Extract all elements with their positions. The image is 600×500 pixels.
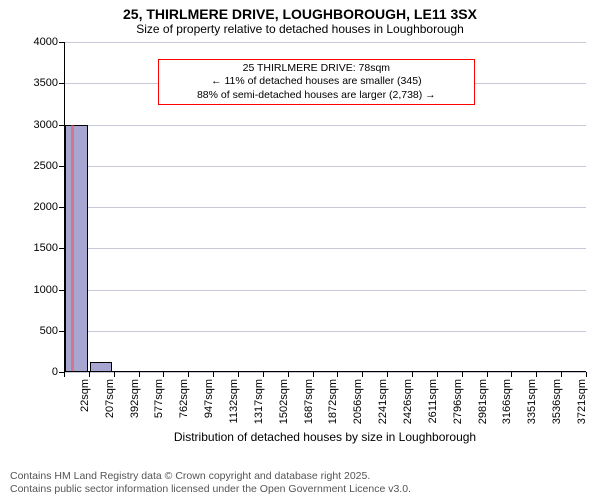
y-tick-label: 500: [40, 325, 58, 337]
x-tick-label: 2796sqm: [452, 379, 464, 424]
x-tick-mark: [139, 372, 140, 377]
y-tick-label: 2000: [34, 201, 58, 213]
y-tick-label: 4000: [34, 36, 58, 48]
x-tick-mark: [561, 372, 562, 377]
x-tick-mark: [89, 372, 90, 377]
x-tick-mark: [288, 372, 289, 377]
x-tick-mark: [163, 372, 164, 377]
x-tick-label: 3536sqm: [551, 379, 563, 424]
y-tick-label: 1000: [34, 284, 58, 296]
x-tick-mark: [263, 372, 264, 377]
x-tick-label: 947sqm: [203, 379, 215, 418]
annotation-line: ← 11% of detached houses are smaller (34…: [165, 75, 468, 89]
gridline: [64, 372, 586, 373]
x-tick-mark: [114, 372, 115, 377]
x-tick-mark: [511, 372, 512, 377]
x-tick-label: 3351sqm: [526, 379, 538, 424]
x-tick-label: 22sqm: [79, 379, 91, 412]
x-tick-mark: [412, 372, 413, 377]
x-tick-mark: [313, 372, 314, 377]
x-tick-label: 392sqm: [129, 379, 141, 418]
x-tick-mark: [188, 372, 189, 377]
y-tick-label: 2500: [34, 160, 58, 172]
annotation-layer: 25 THIRLMERE DRIVE: 78sqm← 11% of detach…: [64, 42, 586, 372]
x-tick-label: 2056sqm: [352, 379, 364, 424]
x-tick-mark: [337, 372, 338, 377]
x-tick-mark: [362, 372, 363, 377]
y-tick-label: 0: [52, 366, 58, 378]
x-tick-label: 1872sqm: [327, 379, 339, 424]
plot-area: 0500100015002000250030003500400022sqm207…: [64, 42, 586, 372]
x-tick-label: 207sqm: [104, 379, 116, 418]
attribution-line: Contains public sector information licen…: [10, 483, 411, 496]
annotation-line: 88% of semi-detached houses are larger (…: [165, 89, 468, 103]
y-tick-label: 1500: [34, 242, 58, 254]
x-tick-mark: [462, 372, 463, 377]
x-tick-label: 1502sqm: [278, 379, 290, 424]
x-tick-label: 2611sqm: [427, 379, 439, 423]
annotation-box: 25 THIRLMERE DRIVE: 78sqm← 11% of detach…: [158, 59, 475, 106]
chart-title: 25, THIRLMERE DRIVE, LOUGHBOROUGH, LE11 …: [0, 0, 600, 22]
x-tick-label: 3721sqm: [576, 379, 588, 424]
attribution-line: Contains HM Land Registry data © Crown c…: [10, 470, 411, 483]
x-tick-label: 762sqm: [178, 379, 190, 418]
x-tick-mark: [213, 372, 214, 377]
x-tick-mark: [387, 372, 388, 377]
x-tick-label: 1687sqm: [303, 379, 315, 424]
x-tick-label: 1317sqm: [253, 379, 265, 424]
x-tick-label: 2241sqm: [377, 379, 389, 424]
y-tick-label: 3000: [34, 119, 58, 131]
x-tick-mark: [487, 372, 488, 377]
x-tick-label: 3166sqm: [501, 379, 513, 424]
attribution-text: Contains HM Land Registry data © Crown c…: [10, 470, 411, 496]
x-tick-mark: [586, 372, 587, 377]
annotation-line: 25 THIRLMERE DRIVE: 78sqm: [165, 62, 468, 76]
x-tick-mark: [536, 372, 537, 377]
x-tick-mark: [238, 372, 239, 377]
x-tick-mark: [64, 372, 65, 377]
x-tick-label: 2426sqm: [402, 379, 414, 424]
x-tick-mark: [437, 372, 438, 377]
x-tick-label: 2981sqm: [477, 379, 489, 424]
chart-container: Number of detached properties 0500100015…: [0, 36, 600, 456]
x-tick-label: 577sqm: [153, 379, 165, 418]
y-tick-label: 3500: [34, 77, 58, 89]
x-axis-label: Distribution of detached houses by size …: [64, 430, 586, 444]
x-tick-label: 1132sqm: [228, 379, 240, 423]
